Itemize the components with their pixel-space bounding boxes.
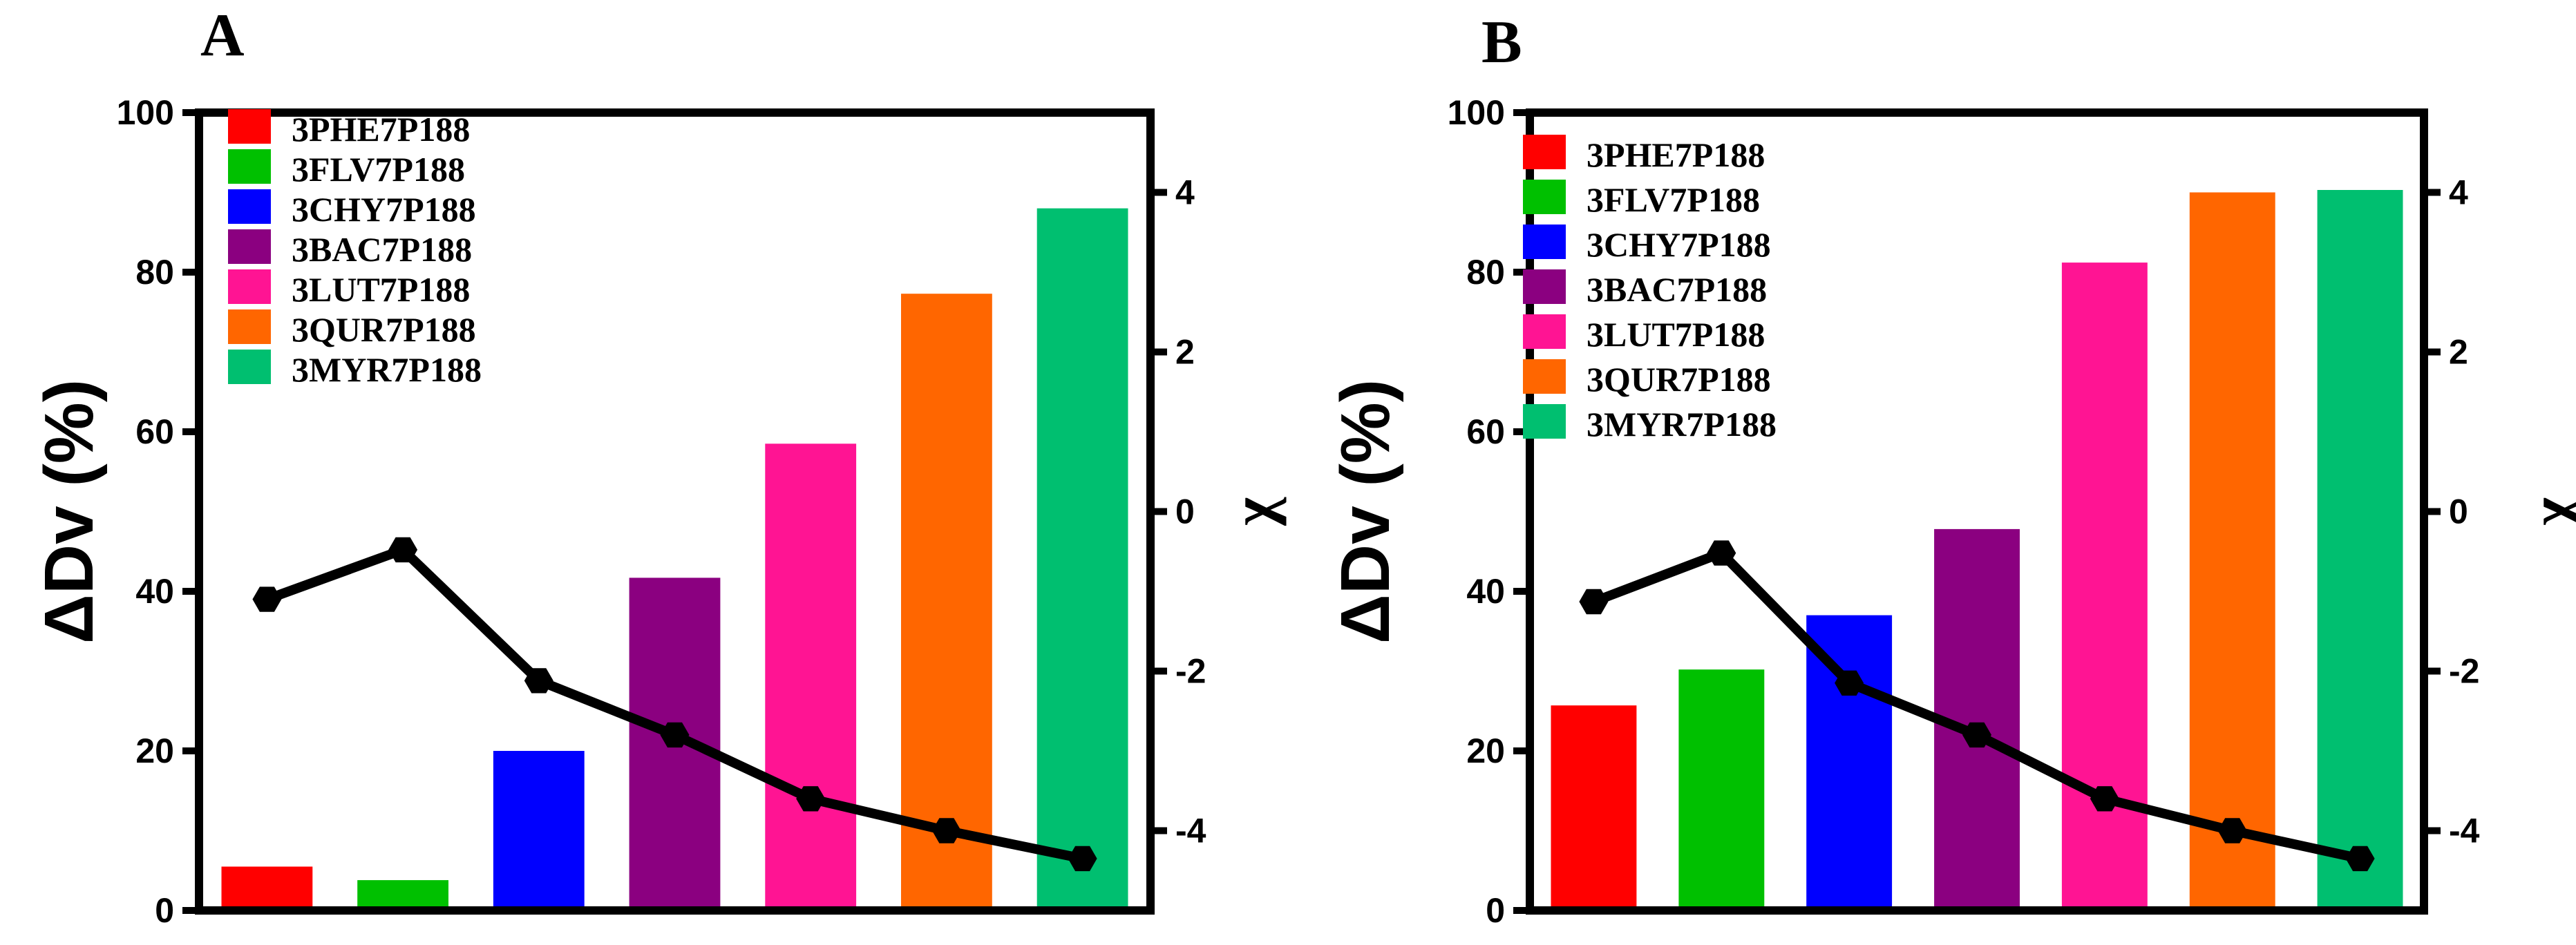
y-tick-label: 20 — [1466, 732, 1505, 770]
bar-3qur7p188 — [2189, 192, 2275, 910]
y-tick-label: 40 — [135, 572, 174, 611]
chart-panel-b: B 0 20 40 60 80 100 -4 -2 0 2 4 ΔDv (%) χ 3PHE7P188 3FL… — [1288, 0, 2576, 945]
bar-3lut7p188 — [765, 443, 857, 910]
chart-panel-a: A 0 20 40 60 80 100 -4 -2 0 2 4 ΔDv (%) χ 3PHE7P188 3FL… — [30, 2, 1287, 930]
y-tick-label: 60 — [135, 412, 174, 451]
legend-swatch — [228, 149, 271, 184]
y2-tick-label: 2 — [2449, 333, 2468, 372]
legend-swatch — [228, 309, 271, 344]
legend-label: 3MYR7P188 — [292, 350, 482, 389]
y-tick-label: 100 — [1448, 93, 1505, 132]
y2-tick-label: 4 — [2449, 173, 2468, 212]
y-axis-title: ΔDv (%) — [1327, 379, 1404, 644]
bar-3flv7p188 — [357, 880, 448, 910]
legend-label: 3PHE7P188 — [292, 110, 470, 149]
chi-point — [1579, 589, 1609, 615]
y-tick-label: 0 — [1486, 891, 1505, 930]
chi-point — [1068, 846, 1097, 872]
legend-swatch — [1523, 404, 1566, 439]
y2-tick-label: -4 — [1175, 812, 1206, 850]
bar-3chy7p188 — [493, 751, 585, 910]
y-axis-title: ΔDv (%) — [30, 379, 108, 644]
y2-axis-title: χ — [1220, 497, 1287, 526]
y2-tick-label: 2 — [1175, 333, 1195, 372]
chi-point — [1962, 722, 1991, 748]
y2-tick-label: -2 — [2449, 652, 2479, 691]
chi-point — [2090, 786, 2119, 812]
y-tick-label: 80 — [135, 253, 174, 292]
y-tick-label: 80 — [1466, 253, 1505, 292]
y2-tick-label: 0 — [1175, 493, 1195, 531]
legend-swatch — [228, 269, 271, 304]
legend-label: 3FLV7P188 — [1587, 180, 1760, 219]
y-tick-label: 60 — [1466, 412, 1505, 451]
y2-tick-label: 0 — [2449, 493, 2468, 531]
legend-swatch — [1523, 359, 1566, 394]
y2-tick-label: -2 — [1175, 652, 1206, 691]
legend-label: 3FLV7P188 — [292, 150, 465, 189]
y-tick-label: 40 — [1466, 572, 1505, 611]
legend-label: 3CHY7P188 — [292, 190, 476, 229]
bar-3myr7p188 — [2317, 190, 2403, 910]
chi-point — [2345, 846, 2375, 872]
bar-3phe7p188 — [1551, 705, 1637, 910]
chi-point — [1707, 540, 1736, 566]
chi-point — [2217, 818, 2247, 843]
bar-3phe7p188 — [221, 866, 313, 910]
legend-swatch — [1523, 180, 1566, 214]
legend-label: 3PHE7P188 — [1587, 135, 1765, 174]
chart-svg: B 0 20 40 60 80 100 -4 -2 0 2 4 ΔDv (%) χ 3PHE7P188 3FL… — [1327, 9, 2576, 930]
y-tick-label: 20 — [135, 732, 174, 770]
legend-label: 3CHY7P188 — [1587, 225, 1771, 264]
chi-point — [1835, 670, 1864, 696]
legend-label: 3BAC7P188 — [1587, 270, 1767, 309]
y2-tick-label: 4 — [1175, 173, 1195, 212]
y2-tick-label: -4 — [2449, 812, 2480, 850]
legend-swatch — [1523, 269, 1566, 304]
panel-label: B — [1481, 9, 1522, 76]
chi-point — [388, 537, 418, 563]
legend-swatch — [228, 350, 271, 384]
bar-3chy7p188 — [1806, 615, 1893, 910]
legend-swatch — [228, 189, 271, 224]
legend-swatch — [1523, 314, 1566, 349]
legend-label: 3QUR7P188 — [292, 310, 476, 349]
legend-swatch — [1523, 135, 1566, 169]
legend-label: 3LUT7P188 — [1587, 315, 1765, 354]
bar-3lut7p188 — [2061, 262, 2148, 911]
chi-point — [252, 586, 282, 612]
legend-label: 3MYR7P188 — [1587, 405, 1777, 443]
chi-point — [660, 722, 690, 748]
chart-svg: A 0 20 40 60 80 100 -4 -2 0 2 4 ΔDv (%) χ 3PHE7P1883FL… — [30, 2, 1287, 930]
chi-point — [796, 786, 826, 812]
legend-label: 3QUR7P188 — [1587, 360, 1771, 399]
bar-3qur7p188 — [901, 294, 992, 910]
legend-label: 3BAC7P188 — [292, 230, 472, 269]
y-tick-label: 0 — [155, 891, 174, 930]
bar-3flv7p188 — [1678, 669, 1765, 910]
y2-axis-title: χ — [2519, 497, 2576, 526]
y-tick-label: 100 — [117, 93, 174, 132]
legend-label: 3LUT7P188 — [292, 270, 470, 309]
legend-swatch — [228, 229, 271, 264]
bar-3myr7p188 — [1036, 208, 1128, 911]
legend-swatch — [1523, 225, 1566, 259]
legend-swatch — [228, 109, 271, 144]
chi-point — [931, 818, 961, 843]
panel-label: A — [200, 2, 245, 69]
chi-point — [524, 668, 553, 694]
